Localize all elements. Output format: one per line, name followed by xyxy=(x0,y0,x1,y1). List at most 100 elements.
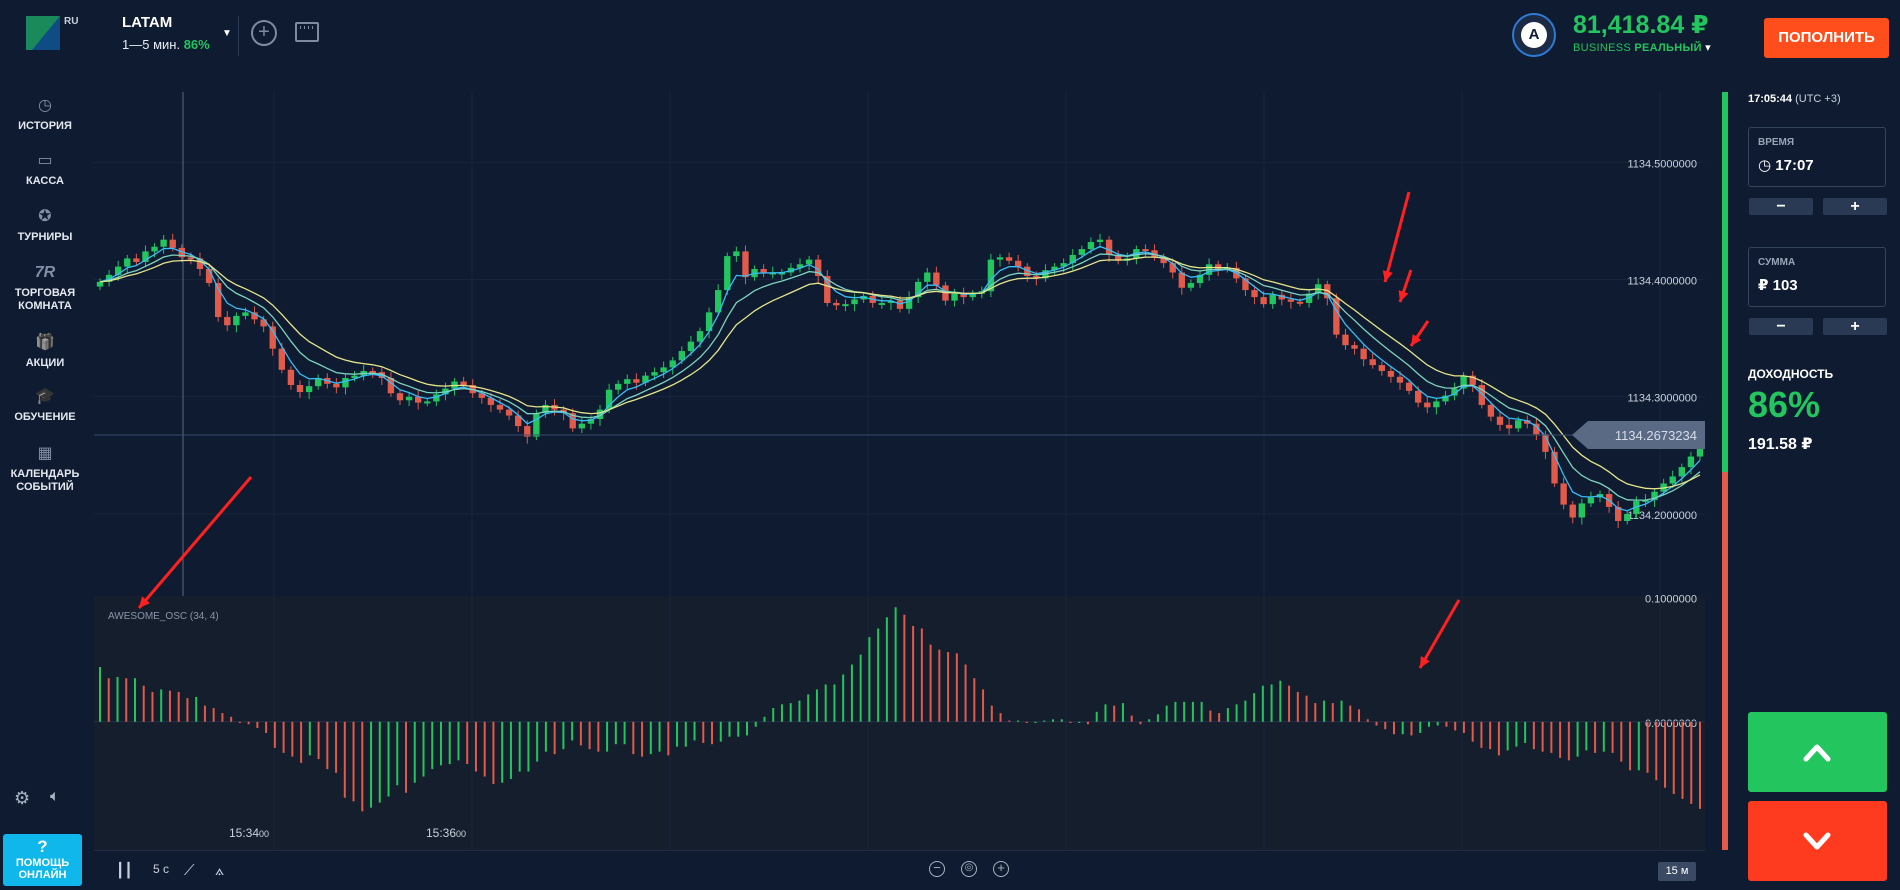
help-label: ПОМОЩЬ ОНЛАЙН xyxy=(15,857,70,881)
candle xyxy=(1260,297,1267,305)
candle xyxy=(651,372,658,376)
asset-selector[interactable]: LATAM 1—5 мин. 86% xyxy=(122,14,210,52)
candle xyxy=(260,319,267,327)
buy-up-button[interactable] xyxy=(1748,712,1887,792)
candle xyxy=(1024,266,1031,277)
time-decrease-button[interactable]: − xyxy=(1749,198,1813,215)
buy-down-button[interactable] xyxy=(1748,801,1887,881)
time-increase-button[interactable]: + xyxy=(1823,198,1887,215)
account-mode: РЕАЛЬНЫЙ xyxy=(1634,42,1702,54)
sentiment-bar-down xyxy=(1722,472,1728,850)
candle xyxy=(1087,242,1095,250)
candle xyxy=(705,312,713,332)
account-balance[interactable]: 81,418.84 ₽ xyxy=(1573,11,1709,39)
candle xyxy=(778,272,785,275)
candle xyxy=(133,258,140,262)
account-type-selector[interactable]: BUSINESS РЕАЛЬНЫЙ ▾ xyxy=(1573,41,1711,54)
sidebar-item-label: ОБУЧЕНИЕ xyxy=(14,411,76,423)
timeframe-badge[interactable]: 15 м xyxy=(1658,862,1696,881)
field-label: СУММА xyxy=(1758,257,1796,268)
candle xyxy=(505,409,513,416)
trading-room-icon: 7R xyxy=(34,264,56,281)
chart-type-icon[interactable]: ┃┃ xyxy=(116,862,133,878)
amount-increase-button[interactable]: + xyxy=(1823,318,1887,335)
sidebar-item-calendar[interactable]: ▦ КАЛЕНДАРЬ СОБЫТИЙ xyxy=(0,444,90,494)
candle xyxy=(1187,283,1195,288)
sidebar-item-promotions[interactable]: 🎁 АКЦИИ xyxy=(0,333,90,370)
candle xyxy=(715,290,722,313)
candle xyxy=(96,281,104,287)
candle xyxy=(396,393,404,401)
candle xyxy=(487,397,495,405)
candle xyxy=(424,401,431,404)
candle xyxy=(142,251,149,262)
help-online-button[interactable]: ? ПОМОЩЬ ОНЛАЙН xyxy=(3,834,82,886)
asset-duration: 1—5 мин. xyxy=(122,37,181,52)
avatar[interactable]: A xyxy=(1512,13,1556,57)
candle xyxy=(342,377,349,388)
candle xyxy=(205,268,213,284)
candle xyxy=(1405,382,1413,391)
candle xyxy=(796,264,804,268)
candle xyxy=(1396,376,1404,383)
candle xyxy=(587,419,595,424)
candle xyxy=(805,259,813,265)
candle xyxy=(333,383,340,388)
expiry-time-field[interactable]: ВРЕМЯ ◷ 17:07 xyxy=(1748,127,1886,187)
sidebar-item-education[interactable]: 🎓 ОБУЧЕНИЕ xyxy=(0,387,90,424)
zoom-out-icon[interactable]: − xyxy=(929,861,945,877)
candle xyxy=(642,375,649,383)
sidebar-item-trading-room[interactable]: 7R ТОРГОВАЯ КОМНАТА xyxy=(0,263,90,313)
logo-region: RU xyxy=(64,16,79,27)
chevron-down-icon xyxy=(1803,832,1831,850)
candle xyxy=(678,351,685,361)
candle xyxy=(296,385,304,393)
indicators-icon[interactable]: ⟑ xyxy=(215,862,225,879)
amount-decrease-button[interactable]: − xyxy=(1749,318,1813,335)
amount-field[interactable]: СУММА ₽ 103 xyxy=(1748,247,1886,307)
sidebar-item-cashier[interactable]: ▭ КАССА xyxy=(0,151,90,188)
candle xyxy=(633,379,640,383)
candle xyxy=(842,304,849,307)
candle xyxy=(1696,445,1704,457)
deposit-button[interactable]: ПОПОЛНИТЬ xyxy=(1764,18,1889,58)
candle xyxy=(1424,402,1431,408)
sidebar-item-history[interactable]: ◷ ИСТОРИЯ xyxy=(0,96,90,133)
chevron-down-icon[interactable]: ▼ xyxy=(222,28,232,39)
top-bar: RU LATAM 1—5 мин. 86% ▼ + A 81,418.84 ₽ … xyxy=(0,0,1900,70)
candle xyxy=(542,404,549,414)
zoom-reset-icon[interactable]: ◎ xyxy=(961,861,977,877)
gear-icon[interactable]: ⚙ xyxy=(14,788,31,808)
zoom-in-icon[interactable]: + xyxy=(993,861,1009,877)
candle xyxy=(1469,375,1476,386)
price-chart[interactable]: 1134.5000000 1134.4000000 1134.3000000 1134… xyxy=(0,0,1748,890)
candle xyxy=(369,370,376,373)
candle xyxy=(669,360,676,368)
candle xyxy=(915,281,922,298)
candle xyxy=(605,389,613,410)
layout-icon[interactable] xyxy=(295,22,319,42)
candle xyxy=(596,409,604,420)
logo-icon[interactable] xyxy=(26,16,60,50)
ruler-icon[interactable]: ⟋ xyxy=(184,862,195,879)
payout-percent: 86% xyxy=(1748,384,1821,425)
chevron-up-icon xyxy=(1803,744,1831,762)
candle xyxy=(996,257,1004,260)
candle xyxy=(1296,301,1304,304)
candle xyxy=(769,272,776,275)
candle xyxy=(1033,276,1040,279)
candle xyxy=(1005,257,1013,261)
candle xyxy=(896,300,904,309)
candle xyxy=(1615,506,1622,521)
candle xyxy=(1642,499,1649,502)
price-tick-label: 1134.2000000 xyxy=(1627,510,1697,522)
current-price-label: 1134.2673234 xyxy=(1615,428,1697,443)
graduation-cap-icon: 🎓 xyxy=(35,388,55,405)
candle xyxy=(1533,423,1540,435)
speaker-icon[interactable]: 🔈︎ xyxy=(50,788,60,805)
candle xyxy=(1378,365,1385,371)
interval-selector[interactable]: 5 с xyxy=(153,862,170,876)
add-asset-button[interactable]: + xyxy=(251,20,277,46)
candle xyxy=(1015,260,1022,267)
sidebar-item-tournaments[interactable]: ✪ ТУРНИРЫ xyxy=(0,207,90,244)
